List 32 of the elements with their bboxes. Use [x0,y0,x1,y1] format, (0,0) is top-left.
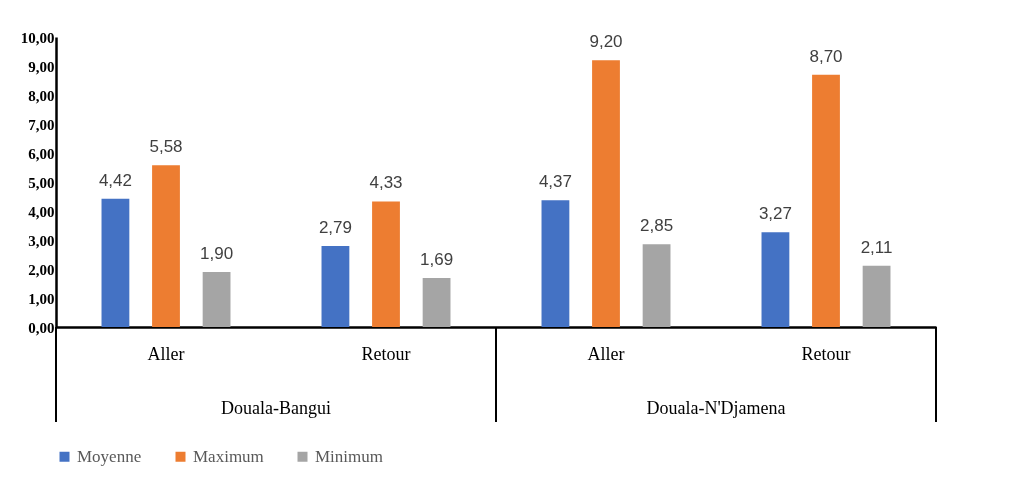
y-tick-label: 5,00 [28,174,55,191]
y-tick-label: 7,00 [28,116,55,133]
x-tick-label: Aller [147,343,185,364]
data-label: 2,85 [640,216,674,236]
data-label: 4,33 [369,173,403,193]
data-label: 5,58 [149,137,183,157]
y-tick-label: 9,00 [28,58,55,75]
y-tick-label: 10,00 [20,29,55,46]
x-tick-label: Retour [361,343,411,364]
legend-label: Moyenne [77,446,142,466]
x-tick-label: Retour [801,343,851,364]
y-tick-label: 2,00 [28,261,55,278]
data-label: 8,70 [809,46,843,66]
data-label: 1,69 [420,249,454,269]
text: Douala-Bangui [221,398,331,418]
data-label: 3,27 [758,204,792,224]
y-tick-label: 1,00 [28,290,55,307]
x-tick-label: Aller [587,343,625,364]
y-tick-label: 0,00 [28,319,55,336]
y-tick-label: 3,00 [28,232,55,249]
data-label: 9,20 [589,32,623,52]
data-label: 4,42 [98,170,132,190]
data-label: 2,11 [860,237,893,257]
text: Douala-N'Djamena [646,398,786,418]
data-label: 1,90 [200,243,234,263]
y-tick-label: 8,00 [28,87,55,104]
legend-label: Maximum [193,446,264,466]
y-tick-label: 6,00 [28,145,55,162]
legend-label: Minimum [315,446,384,466]
data-label: 4,37 [538,172,572,192]
data-label: 2,79 [318,218,352,238]
y-tick-label: 4,00 [28,203,55,220]
